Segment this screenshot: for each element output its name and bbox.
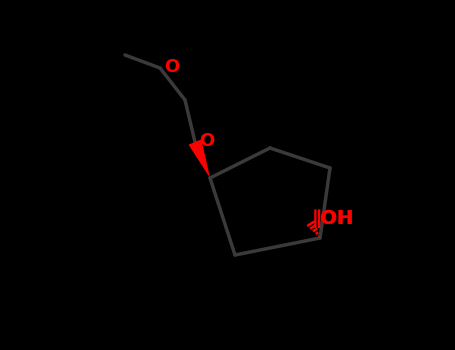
Text: O: O	[164, 58, 179, 76]
Polygon shape	[188, 139, 210, 178]
Text: O: O	[199, 132, 214, 150]
Text: ∥OH: ∥OH	[312, 209, 354, 228]
Text: ⁢OH: ⁢OH	[320, 209, 353, 228]
